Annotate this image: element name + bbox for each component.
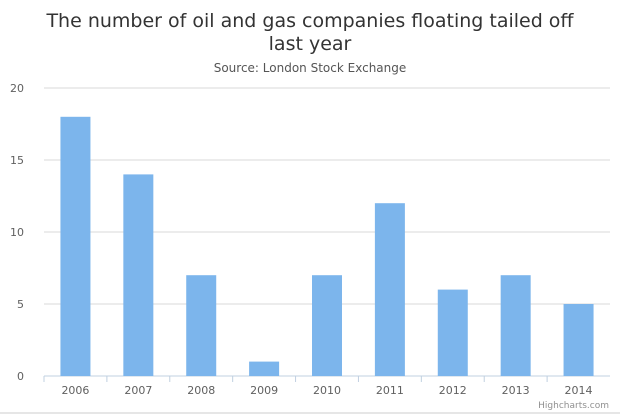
y-tick-label: 0 — [17, 370, 24, 383]
y-tick-label: 15 — [10, 154, 24, 167]
x-tick-label: 2012 — [439, 384, 467, 397]
bar-2011[interactable] — [374, 203, 405, 376]
chart-title-line-2: last year — [269, 33, 352, 55]
bar-2009[interactable] — [249, 361, 280, 376]
x-tick-label: 2011 — [376, 384, 404, 397]
chart-credit[interactable]: Highcharts.com — [538, 401, 609, 411]
x-tick-label: 2013 — [502, 384, 530, 397]
bar-2010[interactable] — [312, 275, 342, 376]
x-tick-label: 2010 — [313, 384, 341, 397]
bar-2012[interactable] — [437, 289, 468, 376]
bar-2014[interactable] — [563, 304, 594, 376]
bar-2006[interactable] — [60, 116, 91, 377]
y-tick-label: 20 — [10, 82, 24, 95]
chart-subtitle: Source: London Stock Exchange — [214, 61, 407, 75]
y-tick-label: 5 — [17, 298, 24, 311]
bar-2007[interactable] — [123, 174, 154, 376]
x-tick-label: 2009 — [250, 384, 278, 397]
bar-2008[interactable] — [186, 275, 217, 376]
x-tick-label: 2014 — [565, 384, 593, 397]
x-tick-label: 2006 — [61, 384, 89, 397]
x-tick-label: 2008 — [187, 384, 215, 397]
y-tick-label: 10 — [10, 226, 24, 239]
chart-title-line-1: The number of oil and gas companies floa… — [45, 10, 574, 32]
bar-2013[interactable] — [500, 275, 531, 376]
x-tick-label: 2007 — [124, 384, 152, 397]
